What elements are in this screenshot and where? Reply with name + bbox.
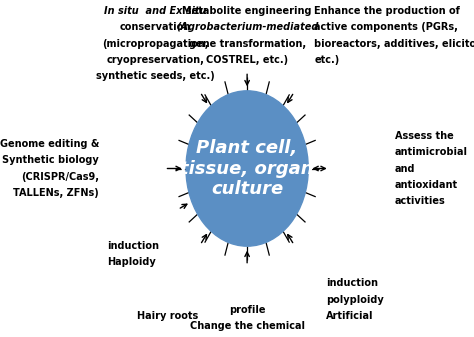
Text: activities: activities [395,196,446,206]
Text: etc.): etc.) [314,55,339,65]
Text: Hairy roots: Hairy roots [137,311,199,321]
Text: Genome editing &: Genome editing & [0,139,99,149]
Text: Plant cell,
tissue, organ
culture: Plant cell, tissue, organ culture [180,139,314,198]
Text: antioxidant: antioxidant [395,180,458,190]
Text: COSTREL, etc.): COSTREL, etc.) [206,55,288,65]
Text: (micropropagation,: (micropropagation, [102,39,209,49]
Text: (CRISPR/Cas9,: (CRISPR/Cas9, [21,172,99,182]
Text: gene transformation,: gene transformation, [189,39,306,49]
Text: Change the chemical: Change the chemical [190,321,305,331]
Text: cryopreservation,: cryopreservation, [107,55,204,65]
Text: profile: profile [229,305,265,315]
Ellipse shape [186,91,308,246]
Text: induction: induction [327,278,378,288]
Text: active components (PGRs,: active components (PGRs, [314,22,458,32]
Text: Assess the: Assess the [395,131,454,141]
Text: polyploidy: polyploidy [327,295,384,305]
Text: induction: induction [107,241,159,251]
Text: TALLENs, ZFNs): TALLENs, ZFNs) [13,188,99,198]
Text: Synthetic biology: Synthetic biology [2,155,99,165]
Text: and: and [395,163,416,174]
Text: Artificial: Artificial [327,311,374,321]
Text: Enhance the production of: Enhance the production of [314,6,460,16]
Text: bioreactors, additives, elicitors,: bioreactors, additives, elicitors, [314,39,474,49]
Text: Haploidy: Haploidy [107,257,155,268]
Text: Metabolite engineering: Metabolite engineering [182,6,312,16]
Text: synthetic seeds, etc.): synthetic seeds, etc.) [96,71,215,82]
Text: conservation: conservation [120,22,191,32]
Text: antimicrobial: antimicrobial [395,147,468,157]
Text: In situ  and Ex situ: In situ and Ex situ [104,6,207,16]
Text: (Agrobacterium-mediated: (Agrobacterium-mediated [176,22,319,32]
